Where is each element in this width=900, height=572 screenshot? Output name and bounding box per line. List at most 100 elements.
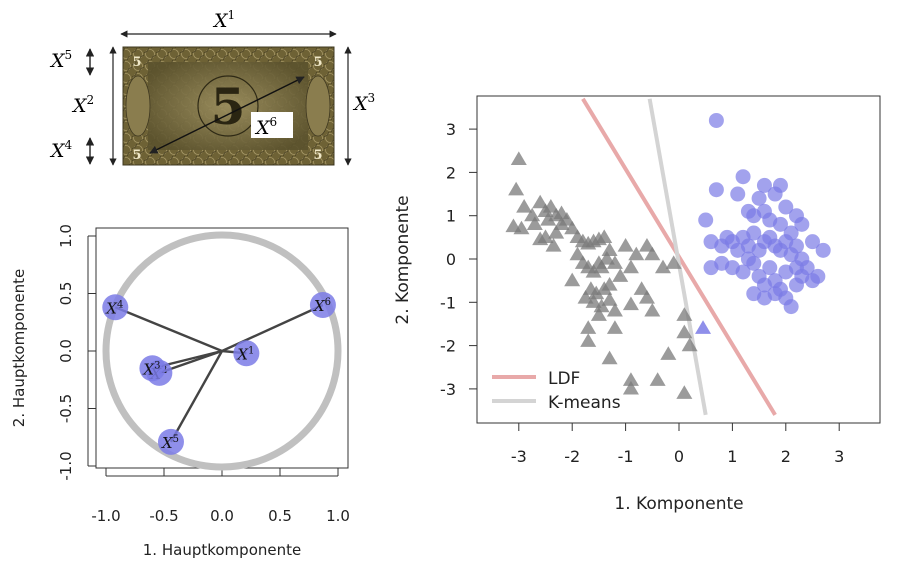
triangle-point [644, 302, 661, 317]
plot2-legend: LDF K-means [492, 369, 621, 413]
triangle-point [612, 268, 629, 282]
triangle-point [585, 263, 602, 278]
triangle-point [617, 238, 634, 252]
circle-point [788, 260, 804, 276]
triangle-point [601, 350, 618, 365]
triangle-point [510, 151, 527, 166]
circle-point [805, 234, 820, 250]
plot1-x-tick-label: 0.5 [268, 507, 292, 525]
top-margin-label: X5 [49, 48, 72, 72]
plot2-y-axis: -3 -2 -1 0 1 2 3 [440, 120, 477, 399]
plot1-y-axis-label: 2. Hauptkomponente [10, 269, 28, 427]
legend-ldf-label: LDF [548, 369, 580, 389]
unit-circle [102, 231, 342, 471]
triangle-point [580, 333, 597, 347]
circle-point [788, 238, 804, 254]
circle-point [746, 225, 762, 241]
triangle-point [577, 289, 594, 304]
diagonal-arrow [149, 76, 305, 154]
loading-points: X1X2X3X4X5X6 [102, 292, 336, 455]
triangle-point [540, 212, 557, 226]
triangle-point [681, 337, 698, 352]
circle-point [698, 212, 714, 228]
diagonal-label-box [251, 112, 293, 138]
triangle-point [601, 242, 618, 256]
banknote-corner-numeral-tr: 5 [313, 55, 322, 70]
plot2-x-tick-label: -2 [564, 447, 580, 466]
circle-point [751, 190, 767, 206]
plot2-x-tick-label: -3 [511, 447, 527, 466]
plot2-y-tick-label: 2 [446, 163, 456, 182]
plot1-frame [95, 227, 349, 469]
triangle-point [649, 372, 666, 386]
triangle-point [638, 238, 655, 252]
banknote-center-numeral: 5 [211, 77, 246, 136]
loading-vector [114, 306, 223, 353]
triangle-point [596, 229, 613, 243]
triangle-point [644, 246, 661, 261]
plot1-y-tick-label: 0.5 [57, 282, 75, 306]
triangle-point [622, 259, 639, 274]
loading-point [139, 355, 166, 382]
circle-point [756, 177, 772, 193]
triangle-point [628, 246, 645, 261]
triangle-point [660, 346, 677, 360]
triangle-point [622, 380, 639, 395]
loading-point [102, 294, 129, 321]
loading-point [157, 428, 184, 455]
legend-kmeans-label: K-means [548, 393, 621, 413]
circle-point [708, 182, 724, 198]
triangle-point [524, 207, 541, 222]
triangle-point [654, 259, 671, 274]
plot1-x-tick-label: 1.0 [326, 507, 350, 525]
plot2-x-tick-label: -1 [618, 447, 634, 466]
triangle-point [558, 212, 575, 226]
triangle-point [564, 220, 581, 235]
triangle-series [505, 151, 712, 399]
plot2-y-tick-label: -3 [440, 380, 456, 399]
circle-point [778, 199, 794, 215]
plot2-y-tick-label: 1 [446, 207, 456, 226]
plot1-x-tick-label: -1.0 [91, 507, 120, 525]
triangle-point [596, 281, 613, 295]
banknote-illustration: 5 5 5 5 5 X6 X1 X2 X5 X4 X3 [49, 8, 375, 166]
triangle-point [622, 296, 639, 311]
triangle-point [622, 372, 639, 386]
loading-label: X3 [142, 360, 160, 378]
circle-point [767, 286, 783, 302]
triangle-point [585, 294, 602, 308]
circle-point [735, 264, 751, 280]
triangle-point [593, 298, 610, 313]
triangle-point [548, 225, 565, 239]
diagonal-label: X6 [254, 115, 277, 139]
triangle-point [598, 251, 615, 265]
width-label: X1 [212, 8, 235, 32]
triangle-point [513, 220, 530, 235]
plot2-x-axis: -3 -2 -1 0 1 2 3 [511, 423, 844, 466]
triangle-point [516, 199, 533, 213]
triangle-point [542, 199, 559, 213]
triangle-point [676, 324, 693, 339]
plot1-y-tick-label: 1.0 [57, 224, 75, 248]
loading-label: X1 [236, 345, 254, 363]
loading-vector [169, 350, 224, 443]
loading-label: X5 [161, 434, 179, 452]
right-height-label: X3 [352, 91, 375, 115]
triangle-point [665, 255, 682, 269]
plot2-y-tick-label: 3 [446, 120, 456, 139]
banknote-right-medallion [305, 75, 331, 137]
plot1-x-tick-label: -0.5 [149, 507, 178, 525]
triangle-point [606, 320, 623, 334]
triangle-point [564, 272, 581, 287]
triangle-point [695, 320, 712, 334]
plot2-y-tick-label: 0 [446, 250, 456, 269]
banknote-corner-numeral-bl: 5 [132, 148, 141, 163]
circle-point [762, 260, 778, 276]
circle-point [772, 216, 788, 232]
triangle-point [508, 181, 525, 196]
triangle-point [676, 307, 693, 321]
separating-lines [581, 97, 777, 416]
bottom-margin-label: X4 [49, 138, 73, 162]
triangle-point [580, 320, 597, 334]
